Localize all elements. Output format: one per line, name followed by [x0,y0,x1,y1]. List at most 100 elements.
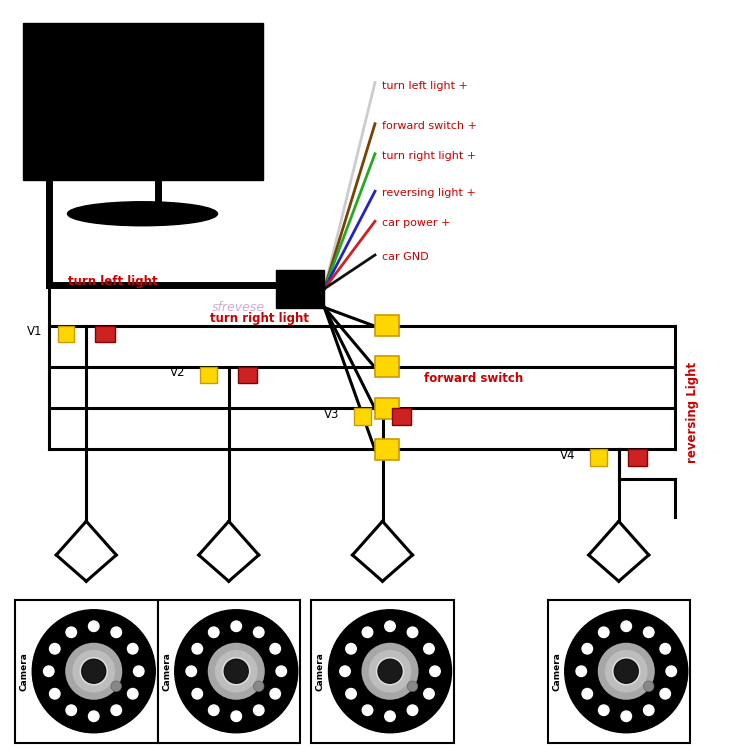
Circle shape [424,644,434,654]
Text: Camera: Camera [20,652,28,691]
Circle shape [209,627,219,638]
Bar [95,326,115,342]
Bar [548,600,690,742]
Circle shape [598,643,655,700]
Bar [590,449,607,466]
Text: Camera: Camera [162,652,171,691]
Circle shape [407,681,418,692]
Circle shape [346,644,356,654]
Circle shape [666,666,676,676]
Circle shape [228,663,244,680]
Circle shape [254,681,264,692]
Circle shape [582,644,592,654]
Circle shape [86,663,102,680]
Circle shape [270,688,280,699]
Circle shape [214,650,258,693]
Circle shape [369,650,411,693]
Text: car power +: car power + [382,218,451,229]
Circle shape [565,610,688,733]
Circle shape [362,643,419,700]
Circle shape [44,666,54,676]
Circle shape [231,621,242,632]
Text: V2: V2 [170,366,185,380]
Circle shape [231,711,242,722]
Circle shape [328,610,452,733]
Circle shape [614,659,638,683]
Text: turn right light +: turn right light + [382,151,477,161]
Text: Camera: Camera [316,652,325,691]
Text: V1: V1 [27,325,43,338]
Text: turn left light +: turn left light + [382,81,468,92]
Circle shape [128,644,138,654]
Bar [375,315,399,336]
Circle shape [644,705,654,716]
Circle shape [128,688,138,699]
Circle shape [604,650,647,693]
Circle shape [582,688,592,699]
Circle shape [254,627,264,638]
Circle shape [82,659,106,683]
Text: sfrevese: sfrevese [212,302,265,314]
Circle shape [621,711,632,722]
Circle shape [208,643,265,700]
Circle shape [66,705,76,716]
Bar [200,367,217,383]
Text: car GND: car GND [382,251,429,262]
Circle shape [621,621,632,632]
Circle shape [362,643,419,700]
Circle shape [192,644,202,654]
Bar [628,449,647,466]
Text: turn left light: turn left light [68,274,158,288]
Circle shape [66,627,76,638]
Circle shape [224,659,248,683]
Circle shape [65,643,122,700]
Circle shape [382,663,398,680]
Circle shape [612,657,640,686]
Circle shape [88,711,99,722]
Ellipse shape [68,202,218,226]
Circle shape [340,666,350,676]
Circle shape [407,705,418,716]
Circle shape [208,643,265,700]
Circle shape [80,657,108,686]
Bar [354,408,370,424]
Bar [392,408,411,424]
Circle shape [430,666,440,676]
Bar [58,326,74,342]
Text: forward switch: forward switch [424,372,523,386]
Circle shape [186,666,196,676]
Circle shape [385,621,395,632]
Circle shape [407,627,418,638]
Circle shape [598,705,609,716]
Circle shape [598,643,655,700]
Circle shape [270,644,280,654]
Circle shape [32,610,155,733]
Circle shape [376,657,404,686]
Circle shape [175,610,298,733]
Circle shape [134,666,144,676]
Text: V4: V4 [560,448,575,462]
Circle shape [111,681,122,692]
Circle shape [111,627,122,638]
Bar [375,398,399,418]
Circle shape [50,644,60,654]
Circle shape [50,688,60,699]
Circle shape [598,627,609,638]
Text: Camera: Camera [552,652,561,691]
Circle shape [362,627,373,638]
Circle shape [88,621,99,632]
Bar [15,600,158,742]
Circle shape [192,688,202,699]
Circle shape [576,666,586,676]
Circle shape [660,644,670,654]
Bar [22,22,262,180]
Circle shape [209,705,219,716]
Circle shape [254,705,264,716]
Circle shape [222,657,251,686]
Bar [276,270,325,308]
Circle shape [385,711,395,722]
Circle shape [72,650,116,693]
Text: forward switch +: forward switch + [382,121,477,131]
Circle shape [618,663,634,680]
Circle shape [644,627,654,638]
